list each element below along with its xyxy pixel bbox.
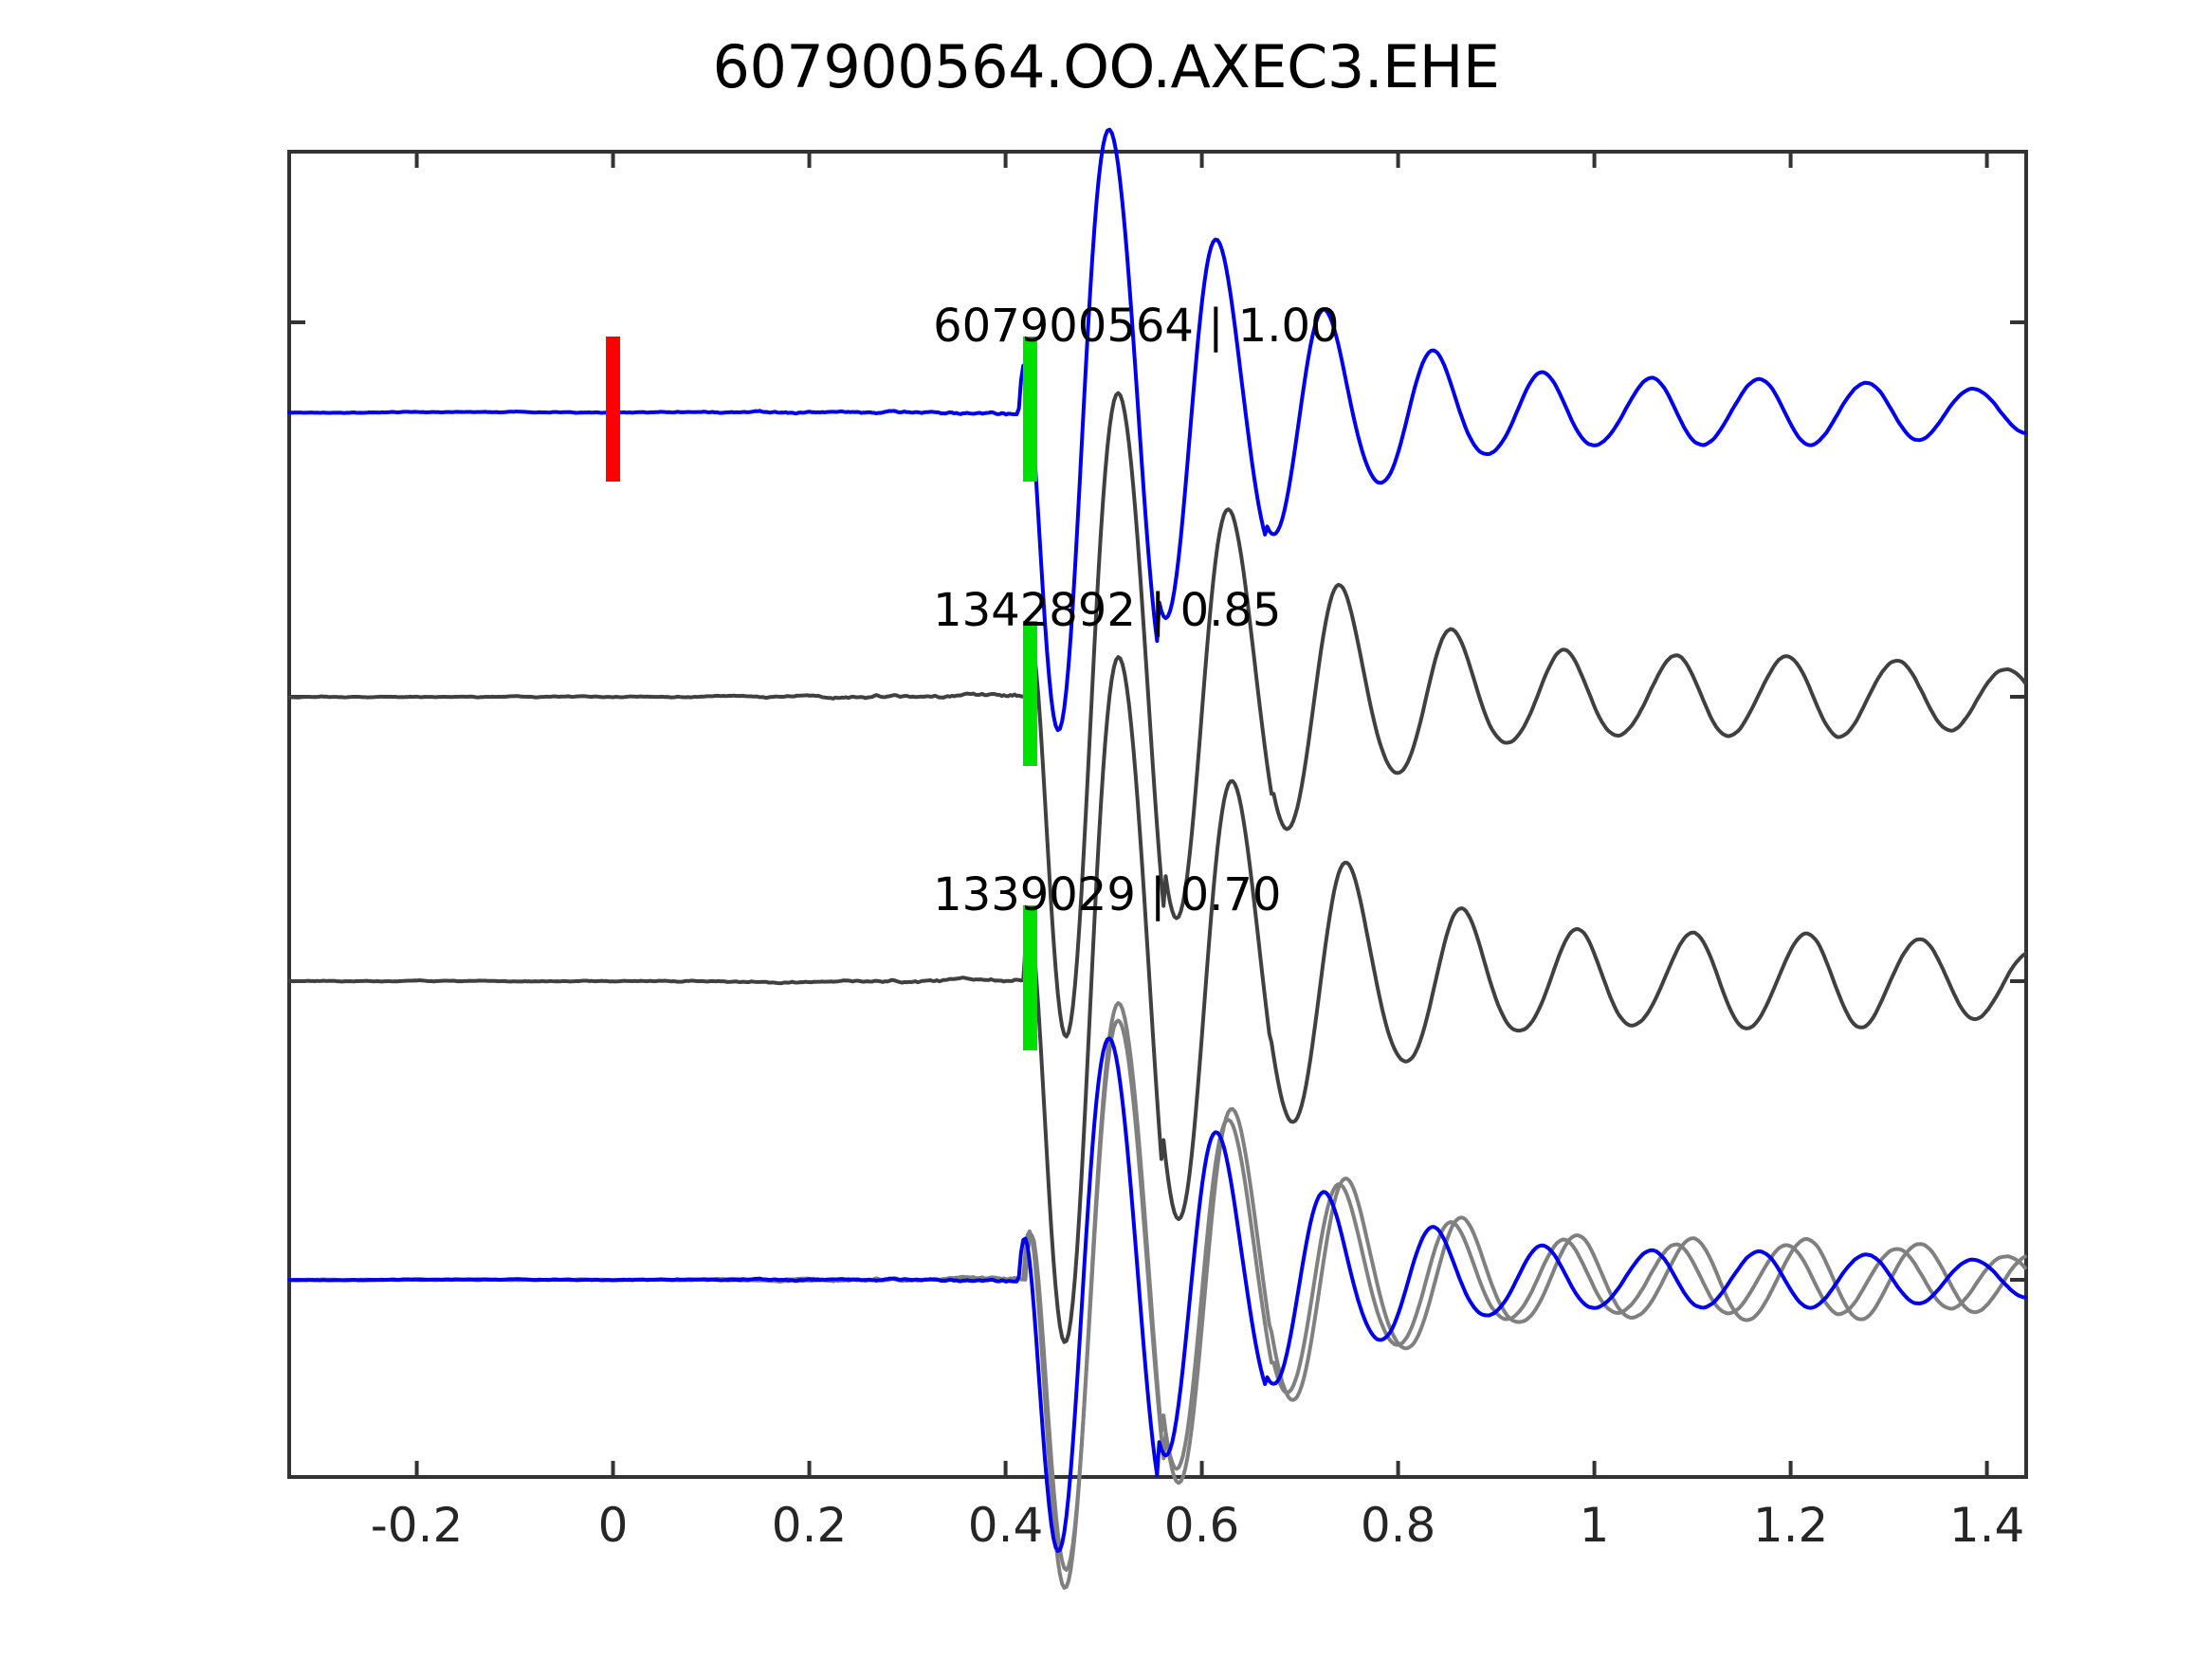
waveform-trace-607900564 <box>287 127 2027 733</box>
trace-label-layer: 607900564 | 1.00 1342892 | 0.85 1339029 | … <box>933 300 1339 921</box>
overlay-composite-layer <box>287 1001 2027 1590</box>
x-tick-label: 1.4 <box>1949 1498 2025 1553</box>
overlay-trace-607900564 <box>287 1036 2027 1554</box>
x-tick-label: -0.2 <box>371 1498 464 1553</box>
trace-label-0: 607900564 | 1.00 <box>933 300 1339 353</box>
plot-border <box>287 150 2028 1479</box>
trace-label-2: 1339029 | 0.70 <box>933 868 1281 921</box>
x-tick-label: 1 <box>1580 1498 1610 1553</box>
waveform-trace-1342892 <box>287 391 2027 1039</box>
page-title: 607900564.OO.AXEC3.EHE <box>712 32 1501 101</box>
x-tick-label: 0.4 <box>968 1498 1044 1553</box>
x-tick-label: 0.6 <box>1164 1498 1240 1553</box>
x-tick-label: 0.8 <box>1361 1498 1436 1553</box>
pick-marker-layer <box>606 337 1037 1050</box>
x-tick-label: 0.2 <box>772 1498 848 1553</box>
axis-frame <box>287 150 2028 1479</box>
waveform-trace-1339029 <box>287 655 2027 1344</box>
x-tick-label: 0 <box>598 1498 629 1553</box>
trace-label-1: 1342892 | 0.85 <box>933 584 1281 637</box>
x-tick-label: 1.2 <box>1753 1498 1829 1553</box>
x-axis-ticks: -0.2 0 0.2 0.4 0.6 0.8 1 1.2 1.4 <box>289 152 2026 1553</box>
trace-layer <box>287 127 2027 1344</box>
